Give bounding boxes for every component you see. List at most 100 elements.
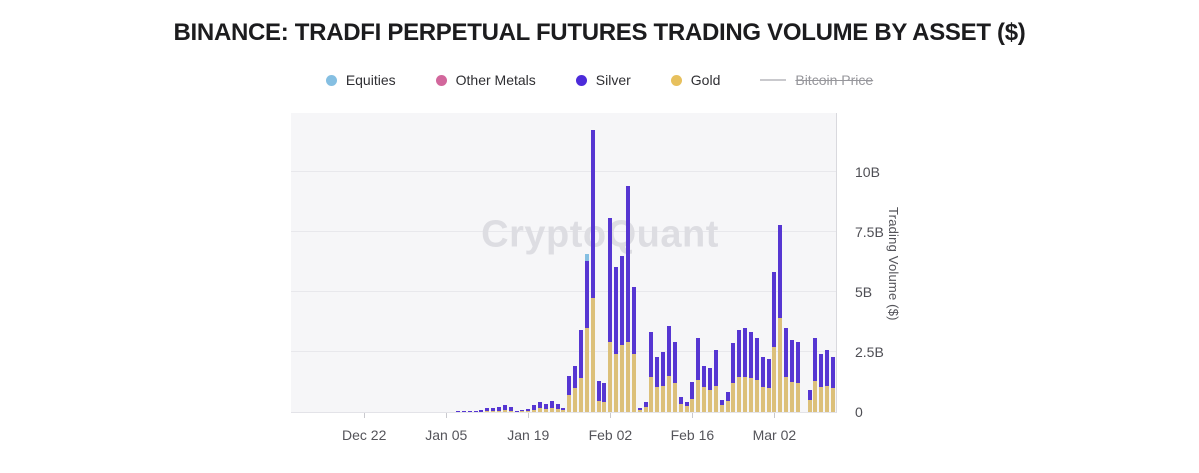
bar-gold-feb-28[interactable] <box>760 386 765 412</box>
bar-silver-jan-07[interactable] <box>455 411 460 412</box>
bar-gold-jan-12[interactable] <box>485 411 490 412</box>
bar-silver-jan-25[interactable] <box>561 407 566 411</box>
bar-silver-jan-23[interactable] <box>549 401 554 409</box>
bar-gold-feb-20[interactable] <box>713 385 718 412</box>
bar-gold-jan-31[interactable] <box>596 401 601 412</box>
bar-silver-mar-08[interactable] <box>807 390 812 400</box>
bar-silver-jan-12[interactable] <box>485 408 490 412</box>
bar-silver-jan-14[interactable] <box>497 407 501 411</box>
bar-gold-feb-23[interactable] <box>731 383 736 412</box>
bar-silver-jan-09[interactable] <box>467 411 472 412</box>
bar-silver-feb-25[interactable] <box>743 328 748 378</box>
bar-gold-jan-19[interactable] <box>526 411 531 412</box>
bar-silver-jan-27[interactable] <box>573 366 578 388</box>
bar-gold-feb-07[interactable] <box>637 410 642 412</box>
bar-gold-feb-27[interactable] <box>754 379 759 412</box>
bar-gold-jan-13[interactable] <box>491 411 496 412</box>
bar-gold-feb-26[interactable] <box>749 378 753 412</box>
bar-silver-feb-19[interactable] <box>707 368 712 391</box>
bar-gold-mar-11[interactable] <box>825 385 830 412</box>
bar-silver-feb-20[interactable] <box>713 350 718 386</box>
bar-silver-feb-04[interactable] <box>620 256 625 345</box>
bar-gold-jan-10[interactable] <box>473 411 478 412</box>
bar-silver-feb-17[interactable] <box>696 337 701 380</box>
bar-silver-jan-26[interactable] <box>567 376 572 396</box>
bar-gold-feb-21[interactable] <box>719 404 724 412</box>
bar-gold-jan-25[interactable] <box>561 410 566 412</box>
bar-silver-jan-15[interactable] <box>502 405 507 411</box>
bar-silver-feb-05[interactable] <box>625 186 630 343</box>
bar-gold-jan-26[interactable] <box>567 395 572 412</box>
bar-gold-feb-25[interactable] <box>743 377 748 412</box>
bar-silver-jan-11[interactable] <box>479 410 484 412</box>
bar-gold-feb-15[interactable] <box>684 406 689 412</box>
bar-gold-jan-17[interactable] <box>514 411 519 412</box>
bar-gold-feb-06[interactable] <box>631 354 636 412</box>
bar-silver-jan-31[interactable] <box>596 380 601 402</box>
bar-silver-feb-13[interactable] <box>672 342 677 384</box>
bar-gold-mar-04[interactable] <box>784 377 789 412</box>
bar-gold-feb-03[interactable] <box>614 354 619 412</box>
bar-gold-feb-13[interactable] <box>672 383 677 412</box>
bar-silver-feb-23[interactable] <box>731 343 736 384</box>
bar-gold-feb-04[interactable] <box>620 344 625 412</box>
bar-gold-feb-08[interactable] <box>643 407 648 412</box>
bar-silver-feb-07[interactable] <box>637 407 642 411</box>
bar-silver-feb-16[interactable] <box>690 381 695 399</box>
legend-item-bitcoin-price[interactable]: Bitcoin Price <box>760 72 873 88</box>
bar-silver-mar-03[interactable] <box>778 224 783 319</box>
bar-gold-jan-15[interactable] <box>502 410 507 412</box>
bar-silver-jan-16[interactable] <box>508 406 513 411</box>
bar-silver-mar-10[interactable] <box>819 354 824 387</box>
bar-gold-feb-19[interactable] <box>707 390 712 412</box>
bar-silver-jan-13[interactable] <box>491 407 496 412</box>
bar-silver-mar-11[interactable] <box>825 349 830 386</box>
bar-gold-feb-02[interactable] <box>608 342 613 412</box>
bar-gold-jan-21[interactable] <box>538 408 543 412</box>
bar-silver-feb-24[interactable] <box>737 330 742 378</box>
bar-gold-jan-23[interactable] <box>549 408 554 412</box>
bar-gold-feb-14[interactable] <box>678 403 683 412</box>
bar-gold-mar-08[interactable] <box>807 400 812 412</box>
bar-gold-feb-11[interactable] <box>661 385 666 412</box>
bar-gold-mar-12[interactable] <box>831 388 836 412</box>
bar-gold-jan-22[interactable] <box>543 409 548 412</box>
bar-silver-feb-02[interactable] <box>608 217 613 343</box>
bar-silver-feb-21[interactable] <box>719 400 724 405</box>
bar-gold-feb-16[interactable] <box>690 398 695 412</box>
bar-gold-feb-17[interactable] <box>696 379 701 412</box>
bar-silver-jan-17[interactable] <box>514 410 519 412</box>
bar-silver-mar-04[interactable] <box>784 328 789 378</box>
bar-gold-feb-05[interactable] <box>625 342 630 412</box>
bar-silver-feb-22[interactable] <box>725 391 730 402</box>
bar-silver-feb-01[interactable] <box>602 383 607 403</box>
bar-silver-jan-10[interactable] <box>473 410 478 412</box>
bar-silver-feb-28[interactable] <box>760 356 765 387</box>
bar-gold-mar-05[interactable] <box>790 382 795 412</box>
bar-silver-jan-19[interactable] <box>526 409 531 412</box>
bar-silver-feb-03[interactable] <box>614 266 619 355</box>
bar-gold-feb-18[interactable] <box>702 386 707 412</box>
bar-gold-jan-27[interactable] <box>573 388 578 412</box>
bar-gold-jan-20[interactable] <box>532 409 537 412</box>
bar-silver-jan-08[interactable] <box>461 411 466 412</box>
bar-gold-feb-09[interactable] <box>649 377 654 412</box>
bar-silver-feb-12[interactable] <box>666 325 671 376</box>
bar-silver-feb-10[interactable] <box>655 356 660 387</box>
bar-gold-feb-12[interactable] <box>666 376 671 412</box>
bar-gold-feb-01[interactable] <box>602 402 607 412</box>
bar-gold-jan-18[interactable] <box>520 411 525 412</box>
bar-gold-mar-06[interactable] <box>795 383 800 412</box>
bar-silver-jan-28[interactable] <box>579 330 584 379</box>
bar-gold-jan-14[interactable] <box>497 410 501 412</box>
bar-silver-feb-14[interactable] <box>678 396 683 404</box>
bar-gold-feb-24[interactable] <box>737 377 742 412</box>
legend-item-other-metals[interactable]: Other Metals <box>435 72 536 88</box>
legend-item-equities[interactable]: Equities <box>325 72 396 88</box>
bar-silver-jan-20[interactable] <box>532 404 537 410</box>
bar-silver-feb-26[interactable] <box>749 331 753 379</box>
bar-gold-mar-09[interactable] <box>813 380 818 412</box>
legend-item-silver[interactable]: Silver <box>575 72 631 88</box>
bar-gold-mar-01[interactable] <box>766 388 771 412</box>
bar-gold-mar-02[interactable] <box>772 347 777 412</box>
